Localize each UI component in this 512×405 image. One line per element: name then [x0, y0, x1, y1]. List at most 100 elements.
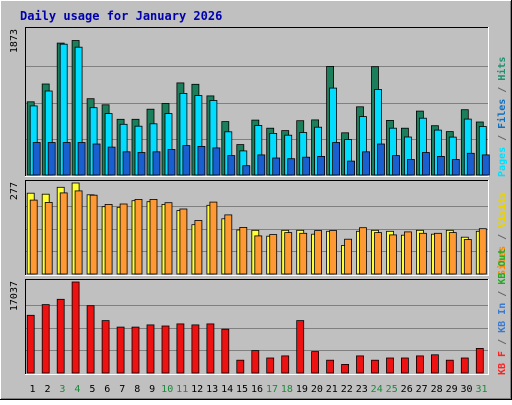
bar-pages	[242, 165, 251, 176]
bar-sites	[433, 232, 442, 275]
bar-kb-f	[71, 281, 80, 374]
bar-sites	[374, 232, 382, 275]
bar-sites	[149, 198, 158, 275]
bar-pages	[287, 158, 296, 176]
bar-sites	[299, 232, 308, 275]
x-tick-label: 2	[44, 384, 50, 395]
legend-part: /	[497, 228, 508, 246]
bar-kb-f	[341, 363, 350, 374]
x-tick-label: 15	[236, 384, 248, 395]
bar-kb-f	[266, 357, 275, 374]
bar-pages	[152, 151, 161, 176]
panel-hits-files-pages: 1873 Pages / Files / Hits	[9, 27, 508, 177]
bar-sites	[194, 220, 203, 275]
bar-pages	[122, 151, 131, 176]
y-max-label: 1873	[9, 29, 20, 53]
bar-sites	[134, 198, 143, 275]
x-tick-label: 8	[134, 384, 140, 395]
legend-part: Hits	[496, 57, 508, 81]
bar-kb-f	[131, 326, 140, 374]
bar-kb-f	[386, 357, 394, 374]
bar-sites	[448, 232, 457, 275]
x-tick-label: 5	[89, 384, 95, 395]
x-tick-label: 17	[266, 384, 278, 395]
x-tick-label: 23	[356, 384, 368, 395]
legend-part: Files	[496, 99, 508, 129]
bar-sites	[478, 228, 487, 275]
legend-part: /	[497, 129, 508, 147]
legend-part: Pages	[497, 147, 508, 177]
bar-sites	[314, 230, 323, 275]
series-legend-label: KB F / KB In / KB Out	[497, 249, 508, 375]
bar-sites	[59, 192, 68, 275]
bar-kb-f	[41, 304, 50, 374]
x-tick-label: 13	[206, 384, 218, 395]
bar-kb-f	[460, 357, 469, 374]
bar-sites	[44, 201, 53, 275]
legend-part: /	[497, 285, 508, 303]
bar-kb-f	[26, 314, 35, 374]
bar-pages	[92, 143, 101, 176]
bar-pages	[137, 152, 146, 176]
bar-pages	[436, 155, 445, 176]
x-tick-label: 3	[59, 384, 65, 395]
bar-pages	[377, 143, 385, 176]
x-tick-label: 27	[416, 384, 428, 395]
x-tick-label: 20	[311, 384, 323, 395]
series-legend-label: Sites / Visits	[496, 192, 508, 276]
x-tick-label: 11	[176, 384, 188, 395]
bar-kb-f	[116, 326, 125, 374]
bar-pages	[406, 159, 415, 176]
bar-kb-f	[56, 298, 65, 374]
bar-kb-f	[221, 328, 230, 374]
bar-kb-f	[371, 359, 379, 374]
bar-kb-f	[101, 320, 110, 374]
x-axis-tick-labels: 1 2 3 4 5 6 7 8 9 10 11 12 13 14 15 16 17 18 19 20 21 22 23 24 2…	[29, 384, 487, 395]
panel-visits-sites: 277 Sites / Visits	[9, 180, 508, 276]
bar-sites	[89, 194, 98, 275]
bar-sites	[418, 232, 427, 275]
bar-sites	[209, 201, 218, 275]
x-tick-label: 22	[341, 384, 353, 395]
bar-pages	[451, 159, 460, 176]
legend-part: Visits	[496, 192, 508, 228]
bar-sites	[179, 208, 188, 275]
panel-kb: 17037 KB F / KB In / KB Out	[9, 249, 508, 375]
legend-part: /	[497, 81, 508, 99]
bar-pages	[421, 152, 430, 176]
bar-pages	[302, 156, 311, 176]
x-tick-label: 25	[386, 384, 398, 395]
bar-sites	[29, 199, 38, 275]
bar-sites	[463, 239, 472, 275]
bar-pages	[107, 146, 116, 176]
bar-pages	[182, 145, 191, 176]
bar-pages	[62, 142, 71, 176]
bar-kb-f	[281, 355, 290, 374]
x-tick-label: 7	[119, 384, 125, 395]
bar-kb-f	[176, 323, 185, 374]
bar-kb-f	[311, 351, 320, 374]
bar-pages	[167, 149, 176, 176]
bar-sites	[403, 231, 412, 275]
bar-kb-f	[356, 355, 364, 374]
bar-sites	[74, 190, 83, 275]
x-tick-label: 21	[326, 384, 338, 395]
bar-pages	[332, 142, 341, 176]
bar-pages	[466, 152, 475, 176]
bar-pages	[481, 154, 490, 176]
bar-kb-f	[161, 325, 170, 374]
chart-title: Daily usage for January 2026	[20, 9, 222, 23]
bar-sites	[164, 202, 173, 275]
bar-pages	[212, 147, 221, 176]
bar-sites	[119, 203, 128, 275]
bar-kb-f	[251, 350, 260, 374]
bar-sites	[284, 232, 293, 275]
legend-part: KB In	[497, 303, 508, 333]
bar-pages	[227, 155, 236, 176]
bar-pages	[347, 160, 356, 176]
bar-kb-f	[191, 324, 200, 374]
x-tick-label: 14	[221, 384, 233, 395]
bar-sites	[239, 226, 248, 275]
bar-pages	[257, 154, 266, 176]
chart-panels: 1873 Pages / Files / Hits 277 Sites / Visit…	[9, 27, 508, 375]
